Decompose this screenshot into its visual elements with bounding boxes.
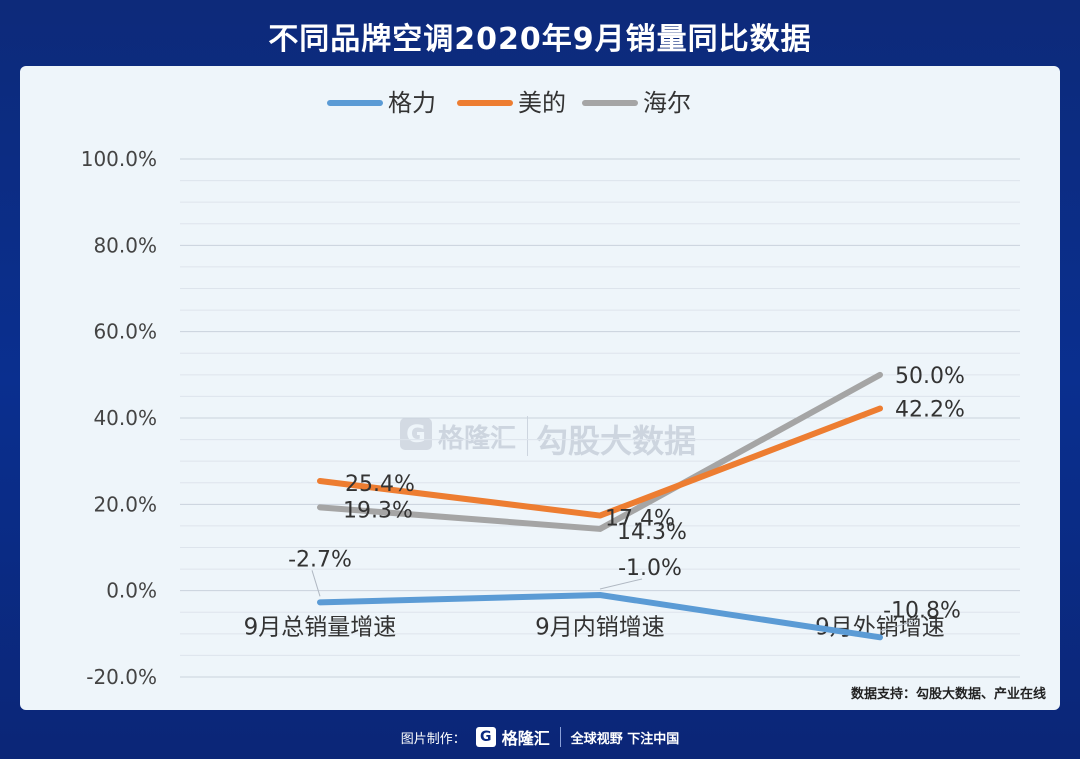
data-label: -1.0% <box>618 556 682 581</box>
footer-brand: 格隆汇 <box>501 729 550 748</box>
y-tick-label: 60.0% <box>93 320 157 344</box>
series-line-美的 <box>317 405 883 519</box>
chart-card: G 格隆汇 勾股大数据 -20.0% 0.0% 20.0% 40.0% 60.0% 80.… <box>20 66 1060 710</box>
data-label: -10.8% <box>883 598 961 623</box>
source-note: 数据支持：勾股大数据、产业在线 <box>850 687 1046 702</box>
data-label: 25.4% <box>345 472 415 497</box>
watermark-text: 勾股大数据 <box>536 422 697 460</box>
watermark-logo-icon: G <box>400 418 432 450</box>
data-label: 19.3% <box>343 498 413 523</box>
footer-slogan: 全球视野 下注中国 <box>570 731 680 747</box>
data-label-leader <box>311 570 321 597</box>
y-tick-label: 100.0% <box>81 147 157 171</box>
x-category-label: 9月内销增速 <box>535 615 665 641</box>
x-category-label: 9月总销量增速 <box>244 615 397 641</box>
line-chart: -20.0% 0.0% 20.0% 40.0% 60.0% 80.0% 100.0% 9月总销… <box>81 89 1020 689</box>
data-label: 17.4% <box>605 507 675 532</box>
watermark-separator <box>527 416 528 456</box>
data-label: 50.0% <box>895 364 965 389</box>
footer-label: 图片制作： <box>400 731 466 747</box>
data-label-leader <box>599 578 643 590</box>
series-line-海尔 <box>317 371 883 532</box>
legend-label-海尔: 海尔 <box>643 89 691 117</box>
data-label-leader <box>879 620 915 632</box>
y-tick-label: 0.0% <box>106 579 157 603</box>
y-tick-label: 20.0% <box>93 492 157 516</box>
y-tick-label: 40.0% <box>93 406 157 430</box>
footer-logo-icon: G <box>475 727 496 747</box>
legend-label-格力: 格力 <box>388 89 436 117</box>
page-title: 不同品牌空调2020年9月销量同比数据 <box>268 22 812 57</box>
data-label: -2.7% <box>288 547 352 572</box>
footer: 图片制作： G 格隆汇 全球视野 下注中国 <box>0 724 1080 750</box>
y-tick-label: -20.0% <box>86 665 157 689</box>
data-label: 14.3% <box>617 520 687 545</box>
legend-label-美的: 美的 <box>518 89 566 117</box>
data-label: 42.2% <box>895 398 965 423</box>
watermark-brand: 格隆汇 <box>438 424 517 454</box>
footer-separator <box>559 727 561 747</box>
y-tick-label: 80.0% <box>93 233 157 257</box>
series-line-格力 <box>317 591 883 641</box>
